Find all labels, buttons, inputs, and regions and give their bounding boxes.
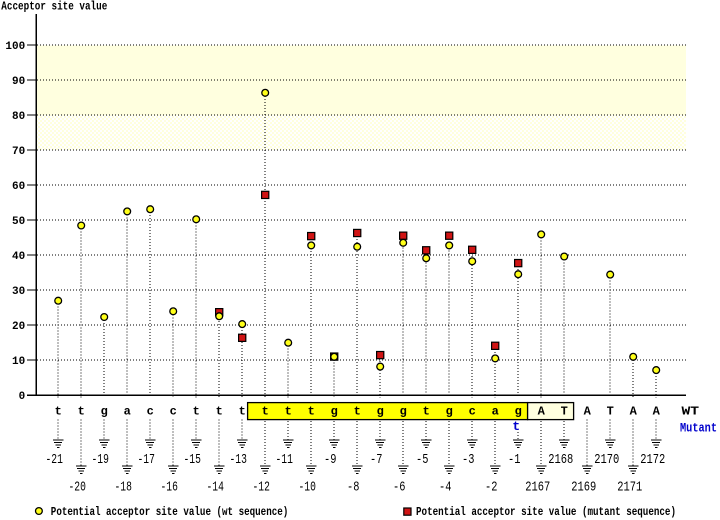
svg-text:Acceptor site value: Acceptor site value (1, 0, 107, 13)
svg-text:-13: -13 (230, 452, 247, 468)
svg-text:-17: -17 (138, 452, 155, 468)
svg-text:70: 70 (12, 146, 25, 158)
svg-text:c: c (469, 405, 476, 419)
svg-text:80: 80 (12, 111, 25, 123)
svg-text:40: 40 (12, 251, 25, 263)
svg-text:30: 30 (12, 286, 25, 298)
svg-text:50: 50 (12, 216, 25, 228)
svg-text:A: A (653, 405, 661, 419)
svg-text:g: g (446, 405, 453, 419)
svg-text:t: t (193, 405, 200, 419)
svg-text:-20: -20 (69, 480, 86, 496)
svg-text:2167: 2167 (525, 480, 550, 496)
svg-text:a: a (492, 405, 499, 419)
svg-text:2169: 2169 (571, 480, 596, 496)
svg-text:Potential acceptor site value: Potential acceptor site value (wt sequen… (51, 505, 288, 519)
svg-text:20: 20 (12, 321, 25, 333)
svg-text:t: t (285, 405, 292, 419)
svg-text:-6: -6 (393, 480, 405, 496)
svg-text:c: c (147, 405, 154, 419)
svg-text:60: 60 (12, 181, 25, 193)
svg-text:g: g (515, 405, 522, 419)
svg-text:t: t (512, 419, 520, 434)
svg-text:t: t (423, 405, 430, 419)
svg-text:-4: -4 (439, 480, 451, 496)
svg-text:-21: -21 (46, 452, 63, 468)
svg-text:c: c (170, 405, 177, 419)
svg-text:t: t (308, 405, 315, 419)
svg-text:t: t (216, 405, 223, 419)
svg-text:a: a (124, 405, 131, 419)
svg-text:Potential acceptor site value: Potential acceptor site value (mutant se… (416, 505, 676, 519)
svg-text:-9: -9 (324, 452, 336, 468)
svg-text:-3: -3 (462, 452, 474, 468)
svg-text:-8: -8 (347, 480, 359, 496)
svg-text:100: 100 (5, 41, 25, 53)
svg-text:10: 10 (12, 356, 25, 368)
svg-text:-10: -10 (299, 480, 316, 496)
svg-text:t: t (354, 405, 361, 419)
svg-text:t: t (239, 405, 246, 419)
svg-text:2172: 2172 (640, 452, 665, 468)
svg-text:t: t (55, 405, 62, 419)
svg-text:g: g (377, 405, 384, 419)
svg-text:-12: -12 (253, 480, 270, 496)
svg-text:t: t (78, 405, 85, 419)
svg-text:Mutant: Mutant (680, 421, 717, 436)
svg-text:g: g (101, 405, 108, 419)
svg-text:-16: -16 (161, 480, 178, 496)
svg-text:g: g (400, 405, 407, 419)
svg-text:-11: -11 (276, 452, 293, 468)
svg-text:-2: -2 (485, 480, 497, 496)
svg-text:t: t (262, 405, 269, 419)
svg-text:2168: 2168 (548, 452, 573, 468)
svg-text:0: 0 (19, 391, 26, 403)
svg-text:T: T (561, 405, 568, 419)
svg-text:2170: 2170 (594, 452, 619, 468)
svg-text:-19: -19 (92, 452, 109, 468)
svg-text:2171: 2171 (617, 480, 642, 496)
svg-text:-14: -14 (207, 480, 224, 496)
svg-text:90: 90 (12, 76, 25, 88)
svg-text:A: A (538, 405, 546, 419)
svg-text:A: A (630, 405, 638, 419)
svg-text:-5: -5 (416, 452, 428, 468)
svg-text:-18: -18 (115, 480, 132, 496)
svg-text:A: A (584, 405, 592, 419)
svg-text:-7: -7 (370, 452, 382, 468)
svg-text:WT: WT (682, 405, 700, 419)
svg-text:-1: -1 (508, 452, 520, 468)
svg-text:T: T (607, 405, 614, 419)
svg-text:g: g (331, 405, 338, 419)
svg-text:-15: -15 (184, 452, 201, 468)
